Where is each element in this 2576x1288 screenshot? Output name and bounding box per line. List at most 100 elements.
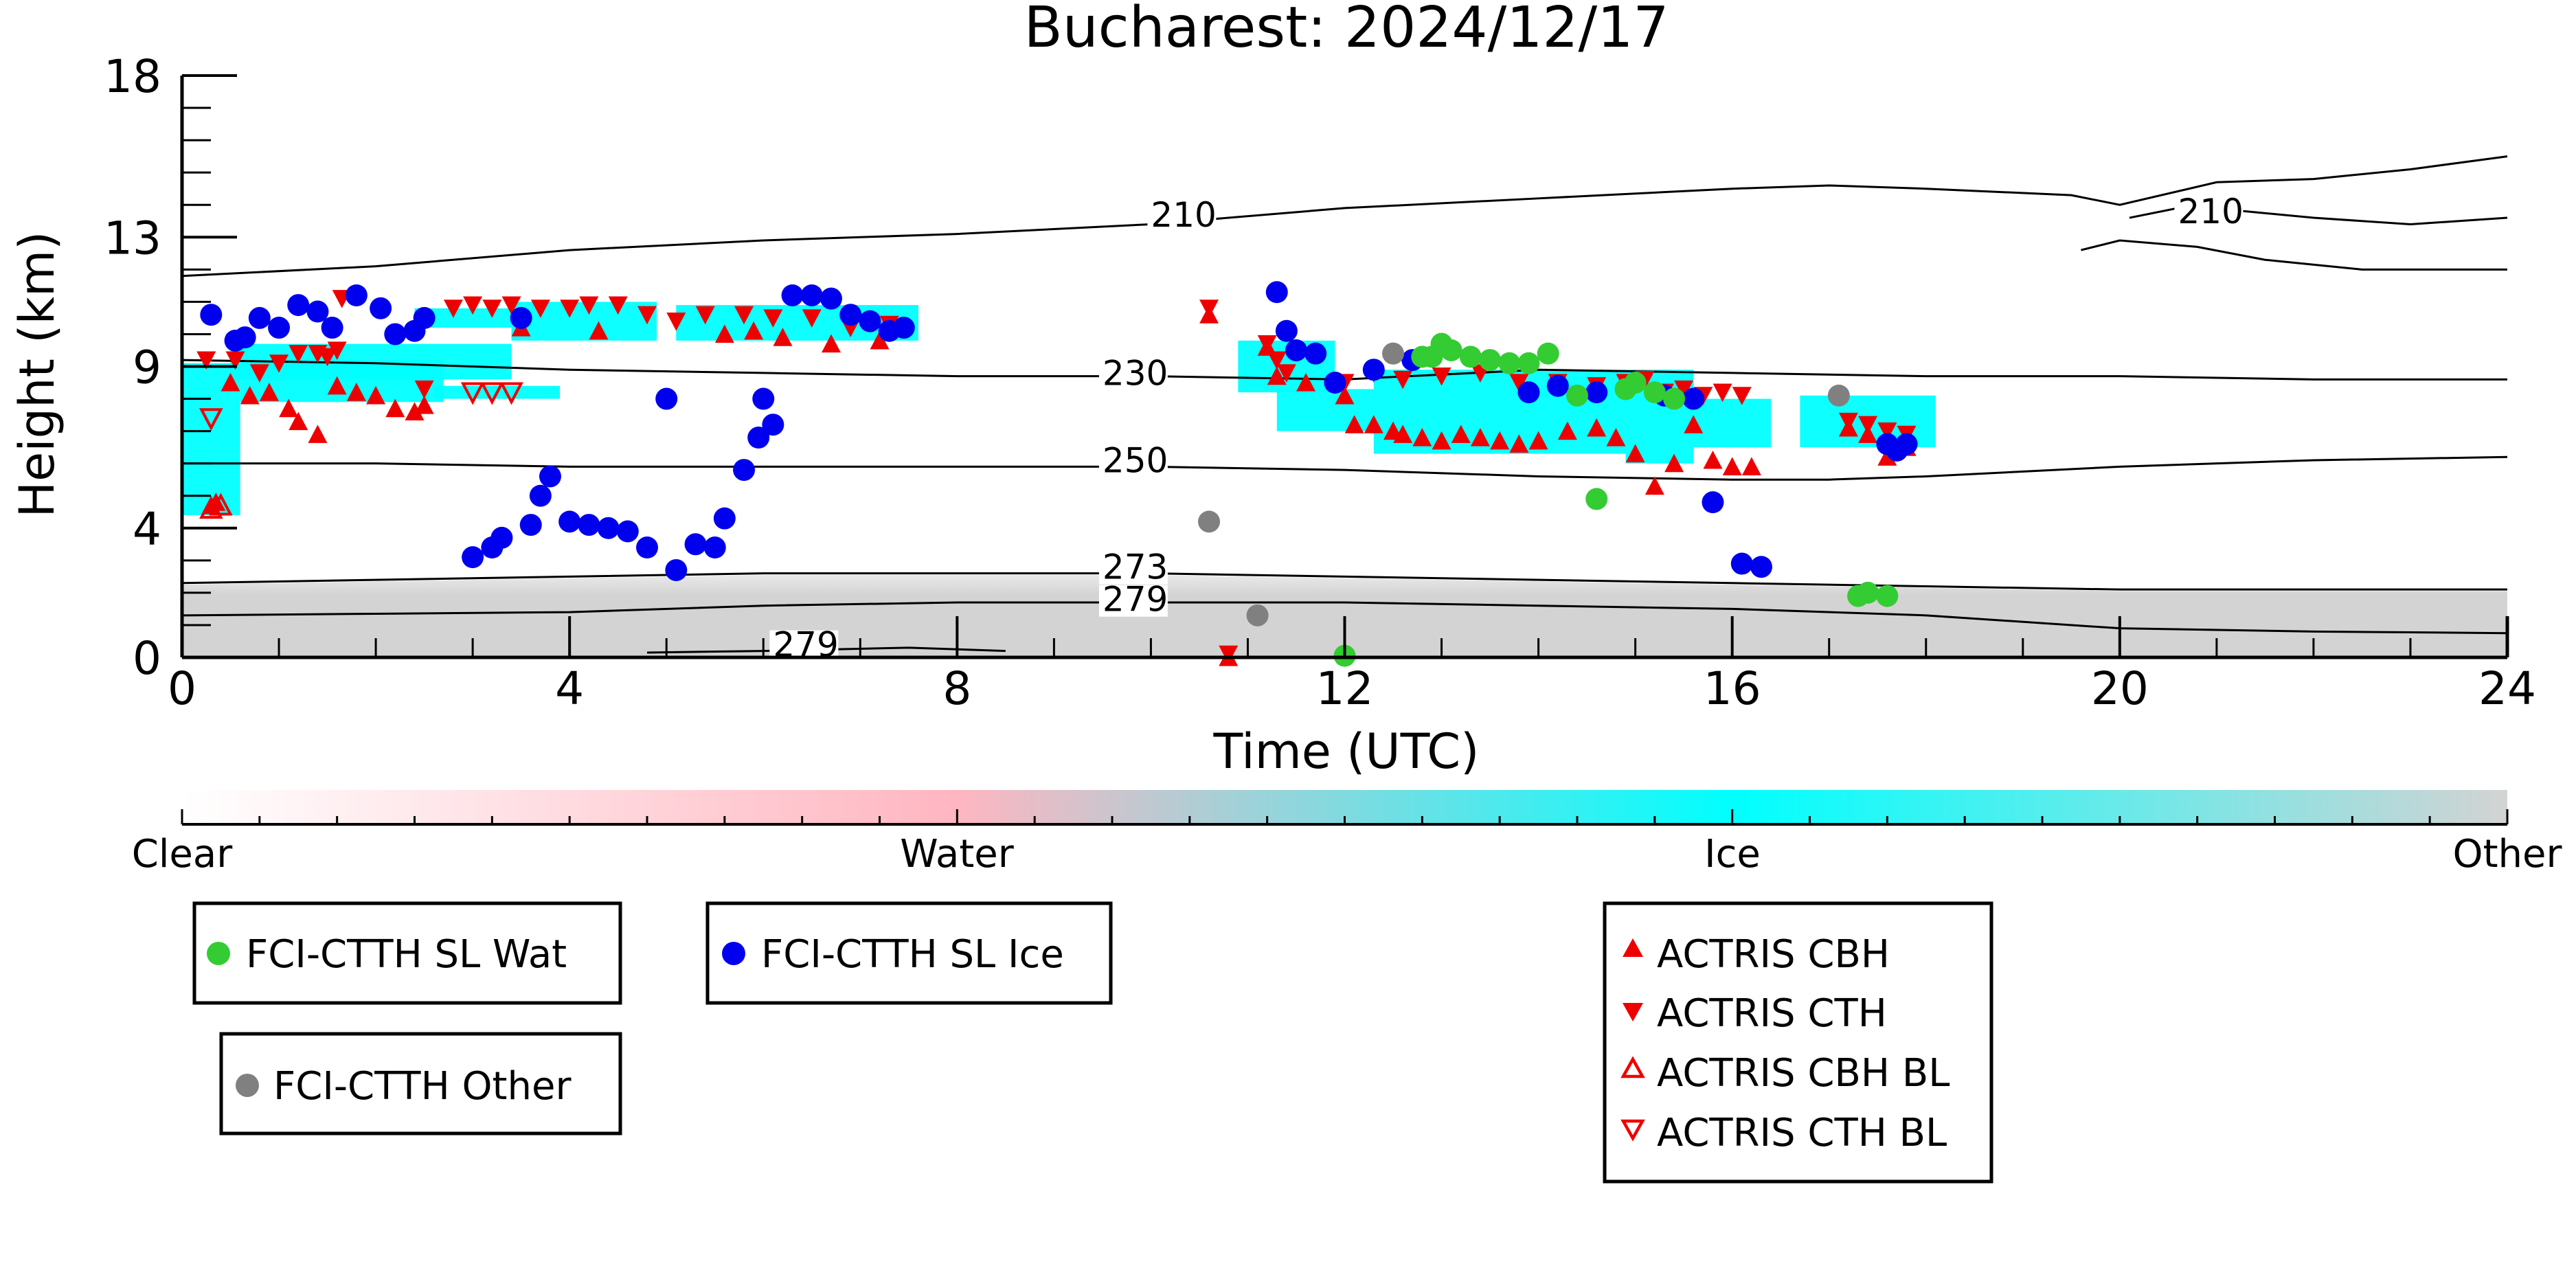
y-tick-label: 0 — [133, 632, 161, 685]
actris-cth-marker — [501, 296, 521, 315]
contour-label: 273 — [1103, 547, 1168, 587]
x-tick-label: 8 — [942, 662, 971, 715]
x-tick-label: 16 — [1704, 662, 1761, 715]
fci-other-marker — [1382, 342, 1405, 365]
fci-ice-marker — [703, 536, 726, 559]
fci-ice-marker — [529, 484, 552, 507]
fci-other-marker — [1827, 384, 1850, 407]
actris-cbh-marker — [259, 383, 279, 401]
actris-cth-marker — [579, 296, 599, 315]
fci-ice-marker — [1682, 387, 1705, 410]
fci-ice-marker — [839, 304, 862, 326]
fci-ice-marker — [490, 526, 513, 549]
fci-ice-marker — [762, 414, 784, 436]
actris-cth-bl-marker — [499, 382, 523, 405]
fci-ice-marker — [1324, 372, 1346, 394]
actris-cth-bl-marker — [480, 382, 504, 405]
actris-cbh-marker — [1344, 415, 1364, 433]
y-tick-label: 9 — [133, 341, 161, 394]
fci-ice-marker — [384, 323, 407, 346]
x-tick-label: 20 — [2091, 662, 2149, 715]
actris-cth-marker — [530, 300, 550, 318]
fci-wat-marker — [1876, 585, 1899, 607]
y-tick-label: 4 — [133, 503, 161, 556]
legend-cbh-bl-label: ACTRIS CBH BL — [1657, 1051, 1950, 1096]
contour-line — [181, 572, 2507, 591]
actris-cbh-marker — [1393, 425, 1413, 443]
actris-cbh-marker — [1877, 447, 1897, 466]
actris-cth-marker — [327, 341, 347, 360]
actris-cbh-marker — [1296, 373, 1316, 392]
colorbar-label-other: Other — [2452, 832, 2562, 877]
actris-cbh-marker — [1625, 444, 1645, 463]
actris-cbh-marker — [773, 328, 793, 346]
actris-cth-marker — [802, 309, 822, 328]
actris-cbh-marker — [1528, 431, 1548, 450]
x-tick-label: 0 — [168, 662, 196, 715]
fci-wat-marker — [1624, 372, 1647, 394]
axes: 0 4 8 12 16 20 24 0 4 9 13 18 — [104, 50, 2536, 715]
fci-ice-marker — [1895, 433, 1918, 455]
x-tick-label: 12 — [1316, 662, 1374, 715]
actris-cbh-marker — [1684, 415, 1704, 433]
actris-cth-marker — [225, 351, 245, 370]
contour-label: 210 — [1151, 195, 1216, 235]
ice-cloud-region — [511, 302, 657, 341]
fci-ice-marker — [248, 306, 271, 329]
fci-ice-marker — [859, 310, 881, 332]
actris-cth-marker — [414, 380, 434, 399]
contour-label-bg — [1098, 552, 1168, 585]
fci-ice-marker — [287, 294, 310, 317]
fci-ice-marker — [752, 387, 775, 410]
contour-label: 210 — [2178, 192, 2243, 231]
actris-cbh-marker — [1451, 425, 1471, 443]
actris-cbh-marker — [1364, 415, 1383, 433]
actris-cth-bl-marker — [199, 408, 223, 431]
fci-ice-marker — [539, 465, 561, 488]
legend-cbh-bl-marker — [1620, 1056, 1645, 1078]
legend-cth-label: ACTRIS CTH — [1657, 991, 1887, 1036]
legend-ice-label: FCI-CTTH SL Ice — [761, 932, 1064, 977]
actris-cbh-marker — [346, 383, 366, 401]
x-tick-label: 24 — [2478, 662, 2536, 715]
fci-ice-marker — [616, 520, 639, 543]
x-axis-label: Time (UTC) — [1213, 723, 1480, 780]
fci-ice-marker — [321, 317, 343, 339]
actris-cbh-marker — [327, 376, 347, 395]
fci-ice-marker — [733, 459, 756, 482]
fci-wat-marker — [1566, 384, 1588, 407]
contour-label: 250 — [1103, 440, 1168, 480]
legend-box — [192, 901, 622, 1005]
legend-other-label: FCI-CTTH Other — [273, 1064, 572, 1109]
actris-cth-marker — [1877, 422, 1897, 441]
actris-cth-marker — [1199, 300, 1219, 318]
legend-cth-bl-label: ACTRIS CTH BL — [1657, 1111, 1947, 1155]
fci-ice-marker — [234, 326, 256, 349]
actris-cbh-marker — [1267, 366, 1287, 385]
fci-ice-marker — [892, 317, 915, 339]
fci-ice-marker — [820, 287, 842, 310]
fci-wat-marker — [1498, 352, 1521, 374]
contour-label-bg — [2174, 197, 2244, 229]
y-axis-label: Height (km) — [9, 231, 65, 518]
fci-wat-marker — [1643, 381, 1666, 404]
chart-title: Bucharest: 2024/12/17 — [1024, 0, 1669, 60]
actris-cth-marker — [317, 348, 337, 367]
actris-cth-marker — [482, 300, 502, 318]
fci-ice-marker — [713, 507, 736, 530]
fci-wat-marker — [1440, 339, 1462, 361]
actris-cbh-marker — [1557, 421, 1577, 440]
y-tick-label: 13 — [104, 212, 161, 264]
fci-ice-marker — [1285, 339, 1307, 361]
actris-cbh-marker — [1587, 418, 1607, 437]
fci-ice-marker — [800, 284, 823, 306]
contour-label-bg — [1098, 585, 1168, 617]
actris-cth-marker — [1276, 364, 1296, 383]
actris-cbh-marker — [221, 373, 240, 392]
fci-ice-marker — [781, 284, 804, 306]
fci-ice-marker — [1275, 319, 1298, 342]
colorbar-label-water: Water — [900, 832, 1015, 877]
ice-cloud-region — [1693, 398, 1772, 448]
actris-cth-marker — [637, 306, 657, 325]
